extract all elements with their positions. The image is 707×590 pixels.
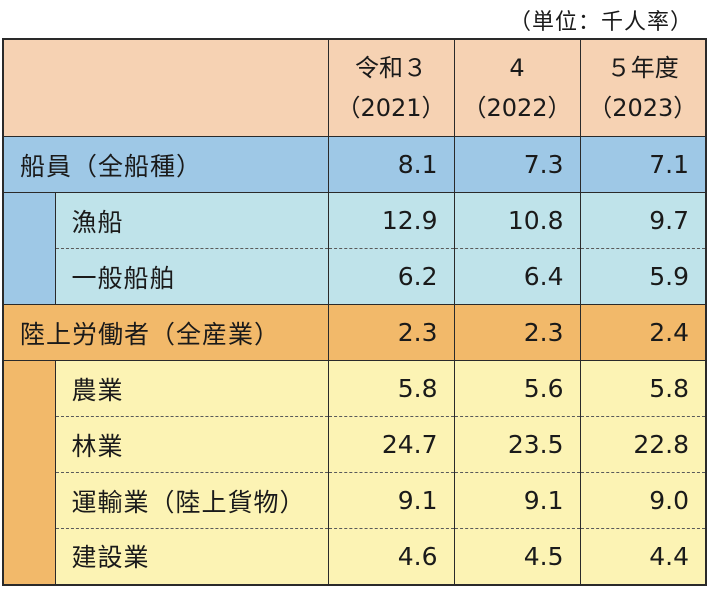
value-cell: 24.7 [327, 416, 454, 473]
row-label: 陸上労働者（全産業） [3, 304, 328, 361]
unit-note: （単位：千人率） [508, 10, 693, 35]
row-label: 建設業 [54, 528, 328, 585]
indent-cell [3, 360, 55, 417]
value-cell: 6.2 [327, 248, 454, 305]
value-cell: 5.9 [579, 248, 706, 305]
indent-cell [3, 472, 55, 529]
header-row: 令和３ （2021） 4 （2022） ５年度 （2023） [3, 39, 706, 137]
value-cell: 9.7 [579, 192, 706, 249]
seafarer-fishing-row: 漁船 12.9 10.8 9.7 [3, 192, 706, 249]
column-header-2023: ５年度 （2023） [580, 39, 706, 137]
indent-cell [3, 416, 55, 473]
land-worker-total-row: 陸上労働者（全産業） 2.3 2.3 2.4 [3, 304, 706, 361]
value-cell: 6.4 [453, 248, 580, 305]
value-cell: 9.0 [579, 472, 706, 529]
column-header-year: （2022） [462, 94, 572, 122]
value-cell: 7.3 [453, 136, 580, 193]
indent-cell [3, 528, 55, 585]
land-construction-row: 建設業 4.6 4.5 4.4 [3, 528, 706, 585]
value-cell: 10.8 [453, 192, 580, 249]
row-label: 農業 [54, 360, 328, 417]
land-agriculture-row: 農業 5.8 5.6 5.8 [3, 360, 706, 417]
value-cell: 12.9 [327, 192, 454, 249]
land-forestry-row: 林業 24.7 23.5 22.8 [3, 416, 706, 473]
indent-cell [3, 248, 55, 305]
value-cell: 9.1 [327, 472, 454, 529]
row-label: 船員（全船種） [3, 136, 328, 193]
value-cell: 2.3 [453, 304, 580, 361]
value-cell: 22.8 [579, 416, 706, 473]
value-cell: 4.5 [453, 528, 580, 585]
column-header-era: ５年度 [606, 54, 679, 82]
value-cell: 9.1 [453, 472, 580, 529]
column-header-year: （2021） [336, 94, 446, 122]
indent-cell [3, 192, 55, 249]
value-cell: 5.8 [579, 360, 706, 417]
row-label: 運輸業（陸上貨物） [54, 472, 328, 529]
row-label: 一般船舶 [54, 248, 328, 305]
seafarer-total-row: 船員（全船種） 8.1 7.3 7.1 [3, 136, 706, 193]
column-header-2021: 令和３ （2021） [328, 39, 455, 137]
column-header-2022: 4 （2022） [454, 39, 581, 137]
column-header-year: （2023） [588, 94, 698, 122]
value-cell: 2.3 [327, 304, 454, 361]
value-cell: 4.4 [579, 528, 706, 585]
seafarer-general-vessel-row: 一般船舶 6.2 6.4 5.9 [3, 248, 706, 305]
column-header-era: 令和３ [355, 54, 427, 82]
value-cell: 5.6 [453, 360, 580, 417]
value-cell: 23.5 [453, 416, 580, 473]
row-label: 漁船 [54, 192, 328, 249]
column-header-era: 4 [509, 54, 525, 82]
value-cell: 4.6 [327, 528, 454, 585]
value-cell: 5.8 [327, 360, 454, 417]
value-cell: 7.1 [579, 136, 706, 193]
value-cell: 2.4 [579, 304, 706, 361]
row-label: 林業 [54, 416, 328, 473]
value-cell: 8.1 [327, 136, 454, 193]
injury-rate-table: 令和３ （2021） 4 （2022） ５年度 （2023） 船員（全船種） 8.1 … [2, 38, 707, 586]
header-corner-cell [3, 39, 329, 137]
land-transport-row: 運輸業（陸上貨物） 9.1 9.1 9.0 [3, 472, 706, 529]
